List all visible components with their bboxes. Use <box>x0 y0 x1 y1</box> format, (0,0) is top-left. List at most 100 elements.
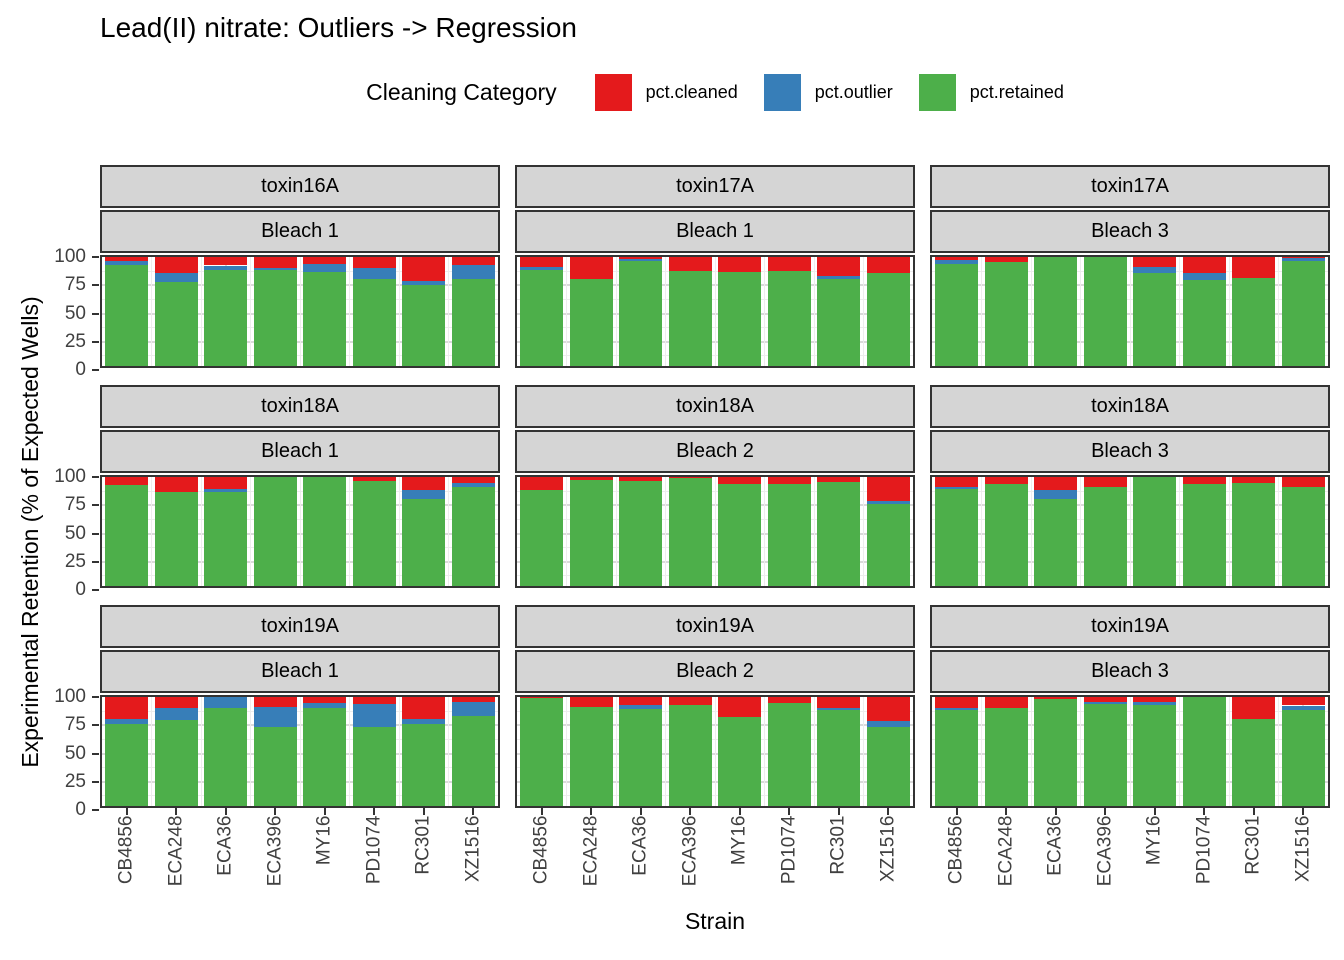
bar-segment-cleaned <box>303 697 347 704</box>
bar-segment-retained <box>866 273 910 366</box>
facet-strip-toxin: toxin17A <box>930 165 1330 208</box>
bar-segment-retained <box>520 490 564 586</box>
bar-segment-retained <box>1034 499 1078 586</box>
y-tick-mark <box>92 752 99 755</box>
bar-segment-retained <box>204 707 248 806</box>
bar-segment-retained <box>352 480 396 586</box>
facet-strip-bleach: Bleach 1 <box>100 650 500 693</box>
bar-segment-outlier <box>817 707 861 710</box>
minor-gridline <box>1179 257 1180 366</box>
bar-segment-cleaned <box>569 697 613 707</box>
bar-segment-retained <box>105 485 149 586</box>
bar-segment-retained <box>253 270 297 366</box>
minor-gridline <box>1129 257 1131 366</box>
bar-segment-outlier <box>619 258 663 261</box>
bar-segment-cleaned <box>1034 477 1078 490</box>
bar-segment-cleaned <box>935 697 979 708</box>
x-tick-label: RC301 <box>1242 815 1264 875</box>
bar-segment-cleaned <box>253 697 297 707</box>
bar-segment-retained <box>520 270 564 366</box>
y-tick-label: 100 <box>54 466 86 487</box>
bar-segment-retained <box>984 707 1028 806</box>
x-tick-label: ECA248 <box>580 815 602 886</box>
bar-segment-retained <box>1182 484 1226 586</box>
bar-segment-retained <box>352 726 396 806</box>
minor-gridline <box>566 477 567 586</box>
x-tick-label: ECA248 <box>995 815 1017 886</box>
minor-gridline <box>448 477 449 586</box>
bar-segment-retained <box>105 265 149 366</box>
bar-segment-retained <box>105 723 149 806</box>
minor-gridline <box>665 257 666 366</box>
x-tick-label: MY16 <box>313 815 335 865</box>
chart-panel <box>100 695 500 808</box>
bar-segment-retained <box>154 492 198 586</box>
y-tick-mark <box>92 780 99 783</box>
bar-segment-retained <box>1034 257 1078 366</box>
minor-gridline <box>665 697 666 806</box>
bar-segment-outlier <box>817 275 861 279</box>
bar-segment-cleaned <box>105 477 149 486</box>
bar-segment-outlier <box>402 719 446 724</box>
x-axis-title: Strain <box>684 908 746 934</box>
bar-segment-retained <box>451 715 495 806</box>
bar-segment-retained <box>1034 698 1078 806</box>
bar-segment-retained <box>402 284 446 366</box>
x-tick-label: ECA36 <box>214 815 236 876</box>
facet-strip-bleach: Bleach 3 <box>930 430 1330 473</box>
minor-gridline <box>448 257 449 366</box>
bar-segment-cleaned <box>451 257 495 266</box>
bar-segment-cleaned <box>718 697 762 717</box>
minor-gridline <box>615 477 617 586</box>
bar-segment-cleaned <box>1083 697 1127 702</box>
minor-gridline <box>1228 257 1230 366</box>
bar-segment-retained <box>204 270 248 366</box>
bar-segment-retained <box>303 477 347 586</box>
minor-gridline <box>615 257 617 366</box>
bar-segment-retained <box>569 706 613 806</box>
bar-segment-cleaned <box>619 697 663 706</box>
bar-segment-retained <box>935 264 979 366</box>
x-tick-mark <box>887 808 890 815</box>
bar-segment-retained <box>984 484 1028 586</box>
bar-segment-cleaned <box>767 477 811 485</box>
legend: Cleaning Category pct.cleaned pct.outlie… <box>100 74 1330 111</box>
bar-segment-retained <box>767 703 811 806</box>
minor-gridline <box>981 697 982 806</box>
x-tick-mark <box>788 808 791 815</box>
bar-segment-outlier <box>154 707 198 721</box>
bar-segment-cleaned <box>303 475 346 476</box>
bar-segment-retained <box>817 710 861 806</box>
y-tick-label: 0 <box>75 359 86 380</box>
x-tick-label: XZ1516 <box>877 815 899 882</box>
bar-segment-retained <box>1182 697 1226 806</box>
x-tick-label: RC301 <box>412 815 434 875</box>
bar-segment-cleaned <box>668 477 712 478</box>
minor-gridline <box>714 477 716 586</box>
minor-gridline <box>349 477 350 586</box>
x-tick-label: ECA396 <box>1094 815 1116 886</box>
bar-segment-cleaned <box>1133 475 1176 476</box>
facet-strip-bleach: Bleach 3 <box>930 210 1330 253</box>
bar-segment-retained <box>402 723 446 806</box>
x-tick-mark <box>422 808 425 815</box>
minor-gridline <box>764 257 765 366</box>
bar-segment-outlier <box>1281 705 1325 710</box>
minor-gridline <box>1080 477 1081 586</box>
bar-segment-cleaned <box>619 257 663 259</box>
bar-segment-cleaned <box>154 257 198 274</box>
x-tick-mark <box>1005 808 1008 815</box>
bar-segment-retained <box>1083 486 1127 586</box>
outlier-swatch-icon <box>763 74 801 111</box>
bar-segment-retained <box>1083 257 1127 366</box>
x-tick-mark <box>955 808 958 815</box>
bar-segment-outlier <box>352 704 396 727</box>
minor-gridline <box>1129 697 1131 806</box>
y-tick-mark <box>92 476 99 478</box>
facet-strip-toxin: toxin18A <box>930 385 1330 428</box>
y-tick-label: 100 <box>54 686 86 707</box>
bar-segment-cleaned <box>451 697 495 702</box>
minor-gridline <box>349 257 350 366</box>
x-tick-mark <box>373 808 376 815</box>
minor-gridline <box>250 257 251 366</box>
